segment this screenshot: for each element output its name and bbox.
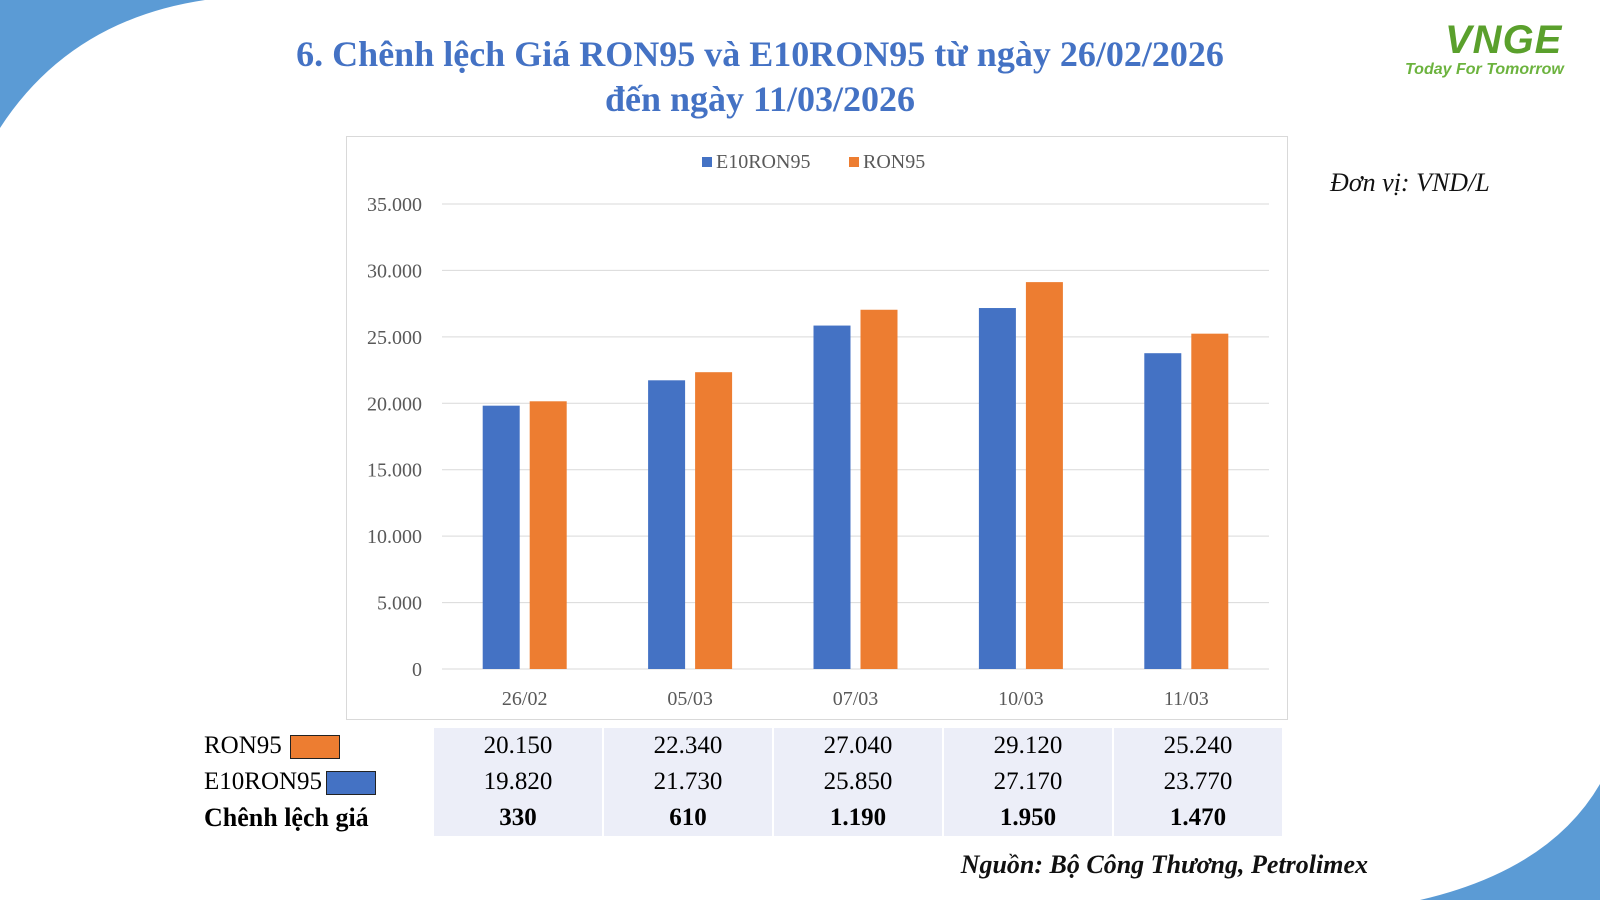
y-tick-label: 10.000	[367, 526, 422, 548]
table-cell: 1.190	[772, 800, 942, 836]
bar-ron95-3	[1025, 282, 1063, 669]
table-cell: 330	[432, 800, 602, 836]
corner-decoration-top-left	[0, 0, 205, 128]
table-cell: 25.240	[1112, 728, 1282, 764]
bar-ron95-0	[529, 401, 567, 669]
table-cell: 1.470	[1112, 800, 1282, 836]
data-table: RON95 20.150 22.340 27.040 29.120 25.240…	[202, 728, 1282, 836]
logo-mark: VNGE	[1445, 18, 1563, 62]
x-tick-label: 07/03	[833, 688, 879, 710]
unit-label: Đơn vị: VND/L	[1330, 168, 1490, 197]
y-tick-label: 0	[412, 659, 422, 681]
row-label: E10RON95	[202, 764, 432, 800]
table-cell: 25.850	[772, 764, 942, 800]
x-tick-label: 11/03	[1164, 688, 1209, 710]
x-tick-label: 26/02	[502, 688, 548, 710]
bar-chart: 0 5.000 10.000 15.000 20.000 25.000 30.000 35.0…	[346, 136, 1288, 720]
table-cell: 27.040	[772, 728, 942, 764]
table-row-price-difference: Chênh lệch giá 330 610 1.190 1.950 1.470	[202, 800, 1282, 836]
bar-ron95-1	[695, 372, 733, 669]
y-tick-label: 30.000	[367, 260, 422, 282]
chart-canvas: 0 5.000 10.000 15.000 20.000 25.000 30.000 35.0…	[367, 151, 1269, 710]
y-tick-label: 25.000	[367, 327, 422, 349]
table-cell: 23.770	[1112, 764, 1282, 800]
page-title: 6. Chênh lệch Giá RON95 và E10RON95 từ n…	[0, 32, 1520, 122]
table-cell: 22.340	[602, 728, 772, 764]
bar-e10ron95-4	[1144, 353, 1182, 669]
bar-ron95-2	[860, 309, 898, 669]
ron95-swatch	[289, 735, 340, 760]
bar-e10ron95-3	[978, 308, 1016, 669]
x-tick-label: 10/03	[998, 688, 1044, 710]
row-label: Chênh lệch giá	[204, 803, 369, 832]
y-tick-label: 20.000	[367, 393, 422, 415]
title-line-1: 6. Chênh lệch Giá RON95 và E10RON95 từ n…	[296, 34, 1224, 74]
bar-e10ron95-1	[648, 380, 686, 669]
row-label-text: RON95	[204, 732, 282, 759]
table-cell: 610	[602, 800, 772, 836]
table-cell: 27.170	[942, 764, 1112, 800]
legend-label-e10ron95: E10RON95	[716, 151, 810, 173]
vnge-logo: VNGE Today For Tomorrow	[1405, 18, 1585, 79]
y-tick-label: 5.000	[377, 593, 422, 615]
table-cell: 1.950	[942, 800, 1112, 836]
bar-e10ron95-0	[482, 405, 520, 669]
table-cell: 29.120	[942, 728, 1112, 764]
bar-e10ron95-2	[813, 325, 851, 669]
bar-ron95-4	[1191, 333, 1229, 669]
y-tick-label: 35.000	[367, 194, 422, 216]
table-cell: 19.820	[432, 764, 602, 800]
logo-tagline: Today For Tomorrow	[1405, 61, 1564, 78]
table-cell: 20.150	[432, 728, 602, 764]
row-label: RON95	[202, 728, 432, 764]
y-tick-label: 15.000	[367, 460, 422, 482]
legend-label-ron95: RON95	[863, 151, 925, 173]
table-row-ron95: RON95 20.150 22.340 27.040 29.120 25.240	[202, 728, 1282, 764]
row-label-text: E10RON95	[204, 768, 323, 795]
x-tick-label: 05/03	[667, 688, 713, 710]
legend-swatch-e10ron95	[702, 157, 712, 167]
e10ron95-swatch	[326, 771, 377, 796]
corner-decoration-bottom-right	[1420, 784, 1600, 900]
table-row-e10ron95: E10RON95 19.820 21.730 25.850 27.170 23.…	[202, 764, 1282, 800]
source-note: Nguồn: Bộ Công Thương, Petrolimex	[960, 850, 1368, 879]
table-cell: 21.730	[602, 764, 772, 800]
legend-swatch-ron95	[849, 157, 859, 167]
title-line-2: đến ngày 11/03/2026	[604, 79, 916, 119]
